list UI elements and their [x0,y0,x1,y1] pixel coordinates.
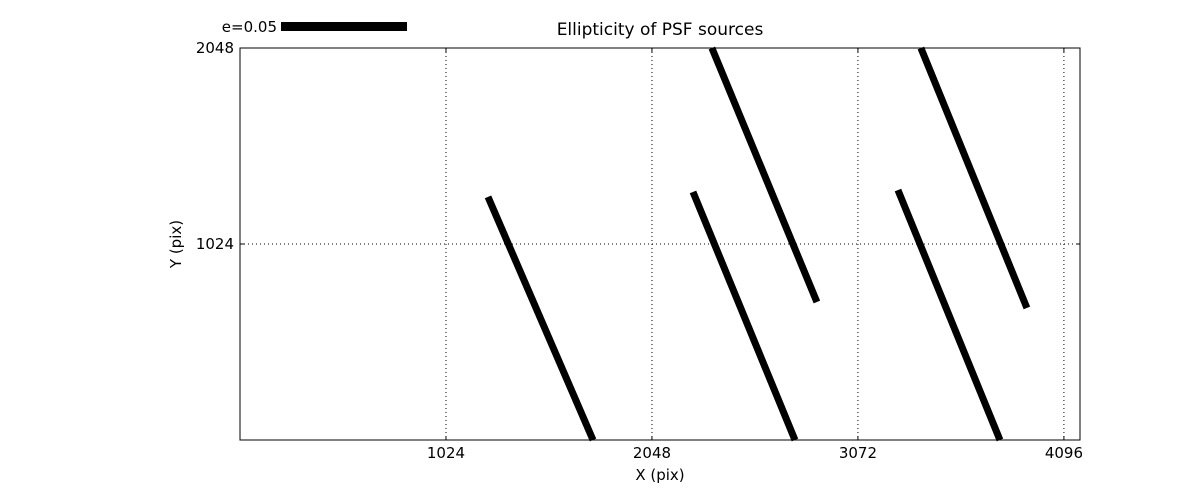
ellipticity-stick [708,46,821,304]
legend-key-bar [281,22,407,31]
y-tick-label: 1024 [195,235,234,253]
x-tick-label: 2048 [632,444,672,462]
ellipticity-stick [917,46,1031,310]
ellipticity-stick [689,190,799,442]
x-tick-label: 1024 [426,444,466,462]
ellipticity-stick [484,195,597,442]
ellipticity-stick [894,188,1004,442]
chart-title: Ellipticity of PSF sources [556,20,764,40]
legend-key-label: e=0.05 [221,18,277,36]
x-axis-label: X (pix) [635,466,685,484]
x-tick-label: 3072 [838,444,878,462]
y-tick-label: 2048 [195,39,234,57]
x-tick-label: 4096 [1044,444,1083,462]
axes-frame [239,47,1081,441]
